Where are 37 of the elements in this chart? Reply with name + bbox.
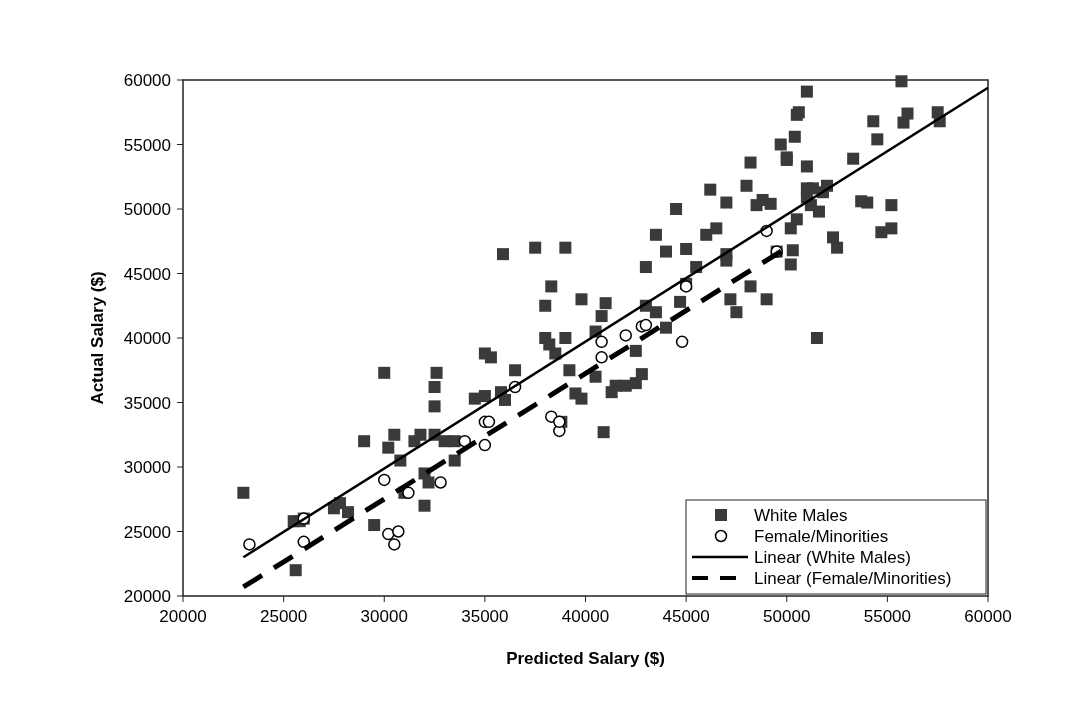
point — [434, 476, 447, 489]
x-tick-label: 40000 — [561, 607, 610, 626]
legend-label: White Males — [754, 506, 848, 525]
y-tick-label: 45000 — [123, 264, 171, 284]
point — [619, 329, 632, 342]
x-tick-label: 30000 — [360, 607, 408, 626]
point — [378, 473, 391, 487]
point — [243, 538, 256, 551]
legend-label: Linear (White Males) — [754, 548, 911, 567]
point — [388, 538, 401, 551]
legend-label: Female/Minorities — [754, 527, 889, 546]
x-axis-title: Predicted Salary ($) — [506, 649, 665, 668]
x-tick-label: 25000 — [259, 607, 308, 626]
x-tick-label: 45000 — [662, 607, 710, 626]
y-tick-label: 20000 — [123, 587, 171, 606]
x-tick-label: 20000 — [159, 607, 207, 626]
x-tick-label: 50000 — [763, 607, 811, 626]
point — [478, 438, 492, 452]
y-axis-title: Actual Salary ($) — [88, 271, 107, 405]
x-tick-label: 55000 — [863, 607, 912, 626]
y-tick-label: 55000 — [123, 135, 171, 155]
x-tick-label: 35000 — [461, 607, 509, 626]
x-tick-label: 60000 — [964, 607, 1012, 626]
point — [482, 415, 496, 429]
y-tick-label: 40000 — [123, 329, 171, 348]
y-tick-label: 30000 — [123, 458, 171, 477]
y-tick-label: 60000 — [123, 71, 171, 90]
y-tick-label: 25000 — [123, 522, 171, 542]
point — [392, 525, 405, 538]
y-tick-label: 50000 — [123, 200, 171, 219]
point — [402, 486, 415, 500]
point — [639, 318, 653, 332]
legend-label: Linear (Female/Minorities) — [754, 569, 952, 588]
y-tick-label: 35000 — [123, 393, 171, 413]
point — [675, 335, 689, 349]
point — [595, 335, 608, 349]
point — [595, 351, 608, 364]
